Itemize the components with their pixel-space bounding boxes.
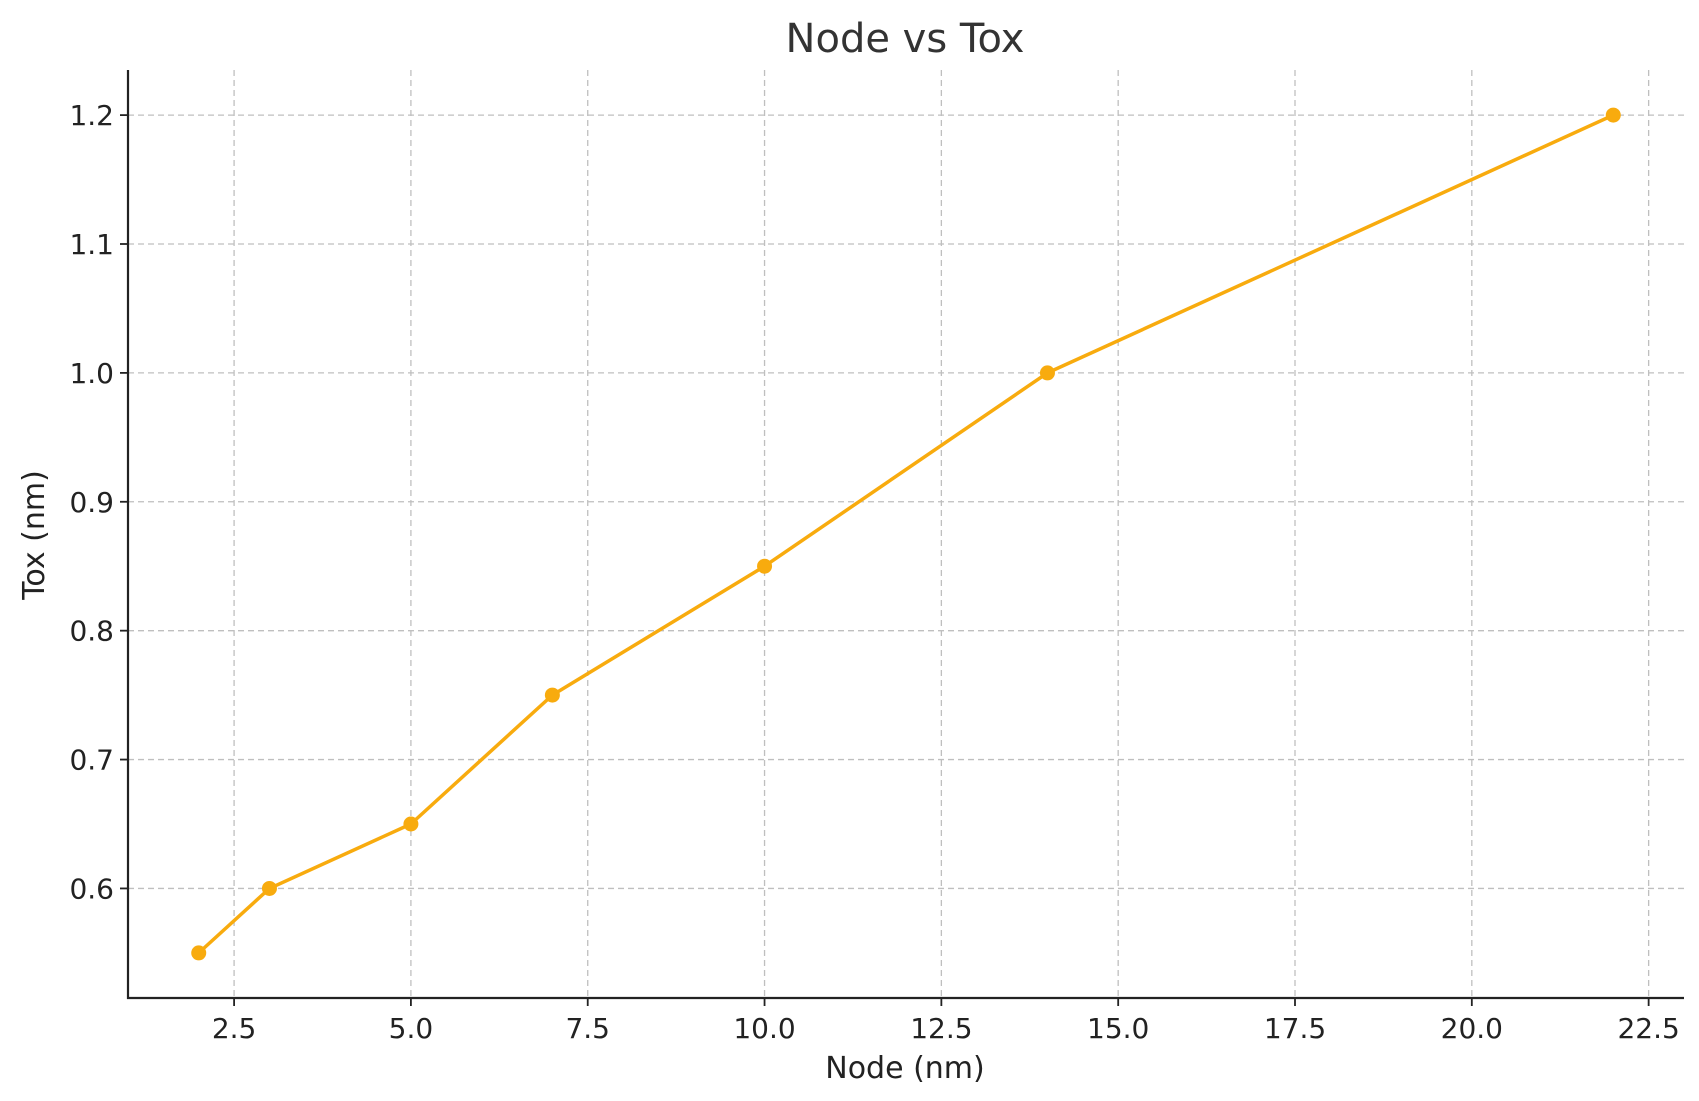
- data-point: [757, 558, 773, 574]
- data-series: [191, 107, 1621, 961]
- grid-lines: [128, 70, 1684, 998]
- y-tick-label: 0.9: [69, 486, 114, 519]
- y-tick-label: 1.1: [69, 228, 114, 261]
- y-tick-label: 1.0: [69, 357, 114, 390]
- x-tick-label: 7.5: [565, 1012, 610, 1045]
- data-point: [261, 880, 277, 896]
- data-point: [1605, 107, 1621, 123]
- data-point: [1039, 365, 1055, 381]
- y-axis-label: Tox (nm): [17, 470, 52, 601]
- x-tick-label: 2.5: [212, 1012, 257, 1045]
- x-tick-label: 15.0: [1087, 1012, 1149, 1045]
- axes: [120, 70, 1684, 1006]
- chart-title: Node vs Tox: [786, 16, 1025, 62]
- x-tick-label: 20.0: [1441, 1012, 1503, 1045]
- x-tick-label: 12.5: [910, 1012, 972, 1045]
- data-point: [544, 687, 560, 703]
- x-axis-label: Node (nm): [825, 1051, 984, 1086]
- x-tick-label: 5.0: [389, 1012, 434, 1045]
- y-tick-label: 0.7: [69, 744, 114, 777]
- x-tick-label: 17.5: [1264, 1012, 1326, 1045]
- x-tick-label: 10.0: [733, 1012, 795, 1045]
- data-point: [191, 945, 207, 961]
- y-tick-label: 0.8: [69, 615, 114, 648]
- x-tick-label: 22.5: [1617, 1012, 1679, 1045]
- data-point: [403, 816, 419, 832]
- y-tick-label: 0.6: [69, 872, 114, 905]
- tick-labels: 2.5 5.0 7.5 10.0 12.5 15.0 17.5 20.0 22.5 0.6 0.7 0…: [69, 99, 1679, 1045]
- y-tick-label: 1.2: [69, 99, 114, 132]
